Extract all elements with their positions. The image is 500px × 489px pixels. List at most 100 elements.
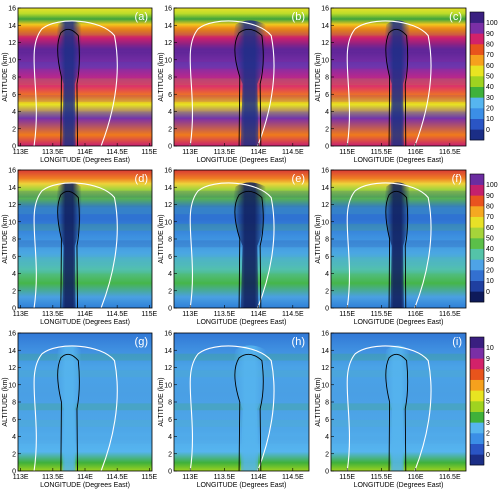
x-tick-label: 114E bbox=[251, 311, 267, 318]
colorbar-tick-label: 10 bbox=[486, 278, 494, 285]
y-tick-label: 14 bbox=[321, 348, 329, 355]
colorbar-swatch bbox=[470, 184, 484, 196]
colorbar-tick-label: 10 bbox=[486, 116, 494, 123]
cloud-contour-white bbox=[33, 182, 118, 309]
cloud-contour-black bbox=[234, 190, 264, 309]
colorbar-swatch bbox=[470, 248, 484, 260]
convective-core bbox=[384, 345, 410, 471]
cloud-contour-white bbox=[346, 20, 432, 147]
field-band bbox=[18, 403, 152, 411]
panel-e: (e) 0 2 4 6 8 10 12 14 16 ALTITUDE (km) 113E 113.5E 1… bbox=[158, 168, 310, 326]
field-band bbox=[18, 190, 152, 198]
colorbar-swatch bbox=[470, 443, 484, 455]
convective-core bbox=[56, 20, 82, 147]
colorbar-tick-label: 10 bbox=[486, 345, 494, 352]
colorbar-swatch bbox=[470, 227, 484, 239]
x-tick-label: 115.5E bbox=[371, 474, 393, 481]
colorbar-swatch bbox=[470, 216, 484, 228]
colorbar-frame bbox=[469, 336, 485, 466]
panel-a: (a) 0 2 4 6 8 10 12 14 16 ALTITUDE (km) 113E 113.5E 1… bbox=[2, 6, 158, 165]
y-tick-label: 4 bbox=[168, 434, 172, 441]
y-tick-label: 2 bbox=[12, 451, 16, 458]
x-tick-label: 114.5E bbox=[106, 311, 128, 318]
colorbar-tick-label: 90 bbox=[486, 193, 494, 200]
y-tick-label: 16 bbox=[321, 168, 329, 175]
field-band bbox=[18, 419, 152, 427]
colorbar-swatch bbox=[470, 108, 484, 119]
y-tick-label: 2 bbox=[325, 126, 329, 133]
field-band bbox=[18, 45, 152, 53]
colorbar-tick-label: 1 bbox=[486, 441, 490, 448]
x-axis-label: LONGITUDE (Degrees East) bbox=[354, 319, 444, 326]
x-tick-label: 114.5E bbox=[106, 149, 128, 156]
field-band bbox=[18, 436, 152, 444]
x-tick-label: 116.5E bbox=[439, 149, 461, 156]
colorbar-row-1: 0 10 20 30 40 50 60 70 80 90 100 bbox=[469, 11, 498, 141]
colorbar-swatch bbox=[470, 401, 484, 412]
convective-core bbox=[384, 20, 410, 147]
y-tick-label: 6 bbox=[12, 254, 16, 261]
field-band bbox=[18, 78, 152, 86]
field-band bbox=[174, 78, 309, 86]
field-band bbox=[18, 256, 152, 264]
convective-core bbox=[233, 182, 267, 308]
y-tick-label: 4 bbox=[12, 271, 16, 278]
y-tick-label: 0 bbox=[12, 306, 16, 313]
y-tick-label: 14 bbox=[164, 23, 172, 30]
cloud-contour-black bbox=[385, 28, 409, 147]
panel-label: (i) bbox=[452, 336, 462, 348]
y-axis-label: ALTITUDE (km) bbox=[315, 52, 322, 101]
colorbar-swatch bbox=[470, 422, 484, 434]
x-tick-label: 115E bbox=[339, 149, 355, 156]
x-tick-label: 115E bbox=[141, 311, 157, 318]
x-tick-label: 115E bbox=[141, 474, 157, 481]
y-axis-label: ALTITUDE (km) bbox=[158, 214, 165, 263]
colorbar-swatch bbox=[470, 97, 484, 109]
colorbar-tick-label: 50 bbox=[486, 74, 494, 81]
y-tick-label: 8 bbox=[168, 400, 172, 407]
x-tick-label: 113.5E bbox=[42, 474, 64, 481]
y-tick-label: 12 bbox=[321, 40, 329, 47]
y-axis-label: ALTITUDE (km) bbox=[2, 52, 9, 101]
field-band bbox=[18, 273, 152, 281]
y-tick-label: 10 bbox=[8, 57, 16, 64]
colorbar-swatch bbox=[470, 129, 484, 141]
y-tick-label: 4 bbox=[325, 434, 329, 441]
convective-core bbox=[233, 345, 267, 471]
colorbar-tick-label: 20 bbox=[486, 106, 494, 113]
colorbar-swatch bbox=[470, 54, 484, 66]
x-tick-label: 115E bbox=[339, 311, 355, 318]
colorbar-tick-label: 70 bbox=[486, 214, 494, 221]
colorbar-tick-label: 90 bbox=[486, 31, 494, 38]
y-tick-label: 16 bbox=[8, 168, 16, 175]
x-tick-label: 115E bbox=[141, 149, 157, 156]
x-axis-label: LONGITUDE (Degrees East) bbox=[40, 482, 130, 489]
field-band bbox=[174, 111, 309, 119]
x-tick-label: 116.5E bbox=[439, 474, 461, 481]
colorbar-swatch bbox=[470, 280, 484, 292]
colorbar-tick-label: 80 bbox=[486, 204, 494, 211]
y-axis-label: ALTITUDE (km) bbox=[158, 377, 165, 426]
x-tick-label: 114E bbox=[251, 149, 267, 156]
field-band bbox=[18, 386, 152, 394]
y-tick-label: 12 bbox=[8, 365, 16, 372]
x-tick-label: 113.5E bbox=[42, 149, 64, 156]
colorbar-swatch bbox=[470, 206, 484, 217]
y-tick-label: 16 bbox=[164, 6, 172, 13]
colorbar-swatch bbox=[470, 22, 484, 34]
colorbar-tick-label: 50 bbox=[486, 236, 494, 243]
cloud-contour-black bbox=[385, 190, 409, 309]
x-axis-label: LONGITUDE (Degrees East) bbox=[354, 157, 444, 164]
colorbar-swatch bbox=[470, 86, 484, 98]
y-tick-label: 12 bbox=[164, 365, 172, 372]
cloud-contour-black bbox=[234, 353, 264, 472]
y-tick-label: 0 bbox=[168, 469, 172, 476]
x-tick-label: 115.5E bbox=[371, 311, 393, 318]
x-tick-label: 115E bbox=[339, 474, 355, 481]
y-tick-label: 2 bbox=[168, 451, 172, 458]
colorbar-tick-label: 100 bbox=[486, 182, 498, 189]
y-tick-label: 12 bbox=[164, 40, 172, 47]
field-band bbox=[174, 94, 309, 102]
y-tick-label: 0 bbox=[325, 469, 329, 476]
y-tick-label: 16 bbox=[164, 331, 172, 338]
